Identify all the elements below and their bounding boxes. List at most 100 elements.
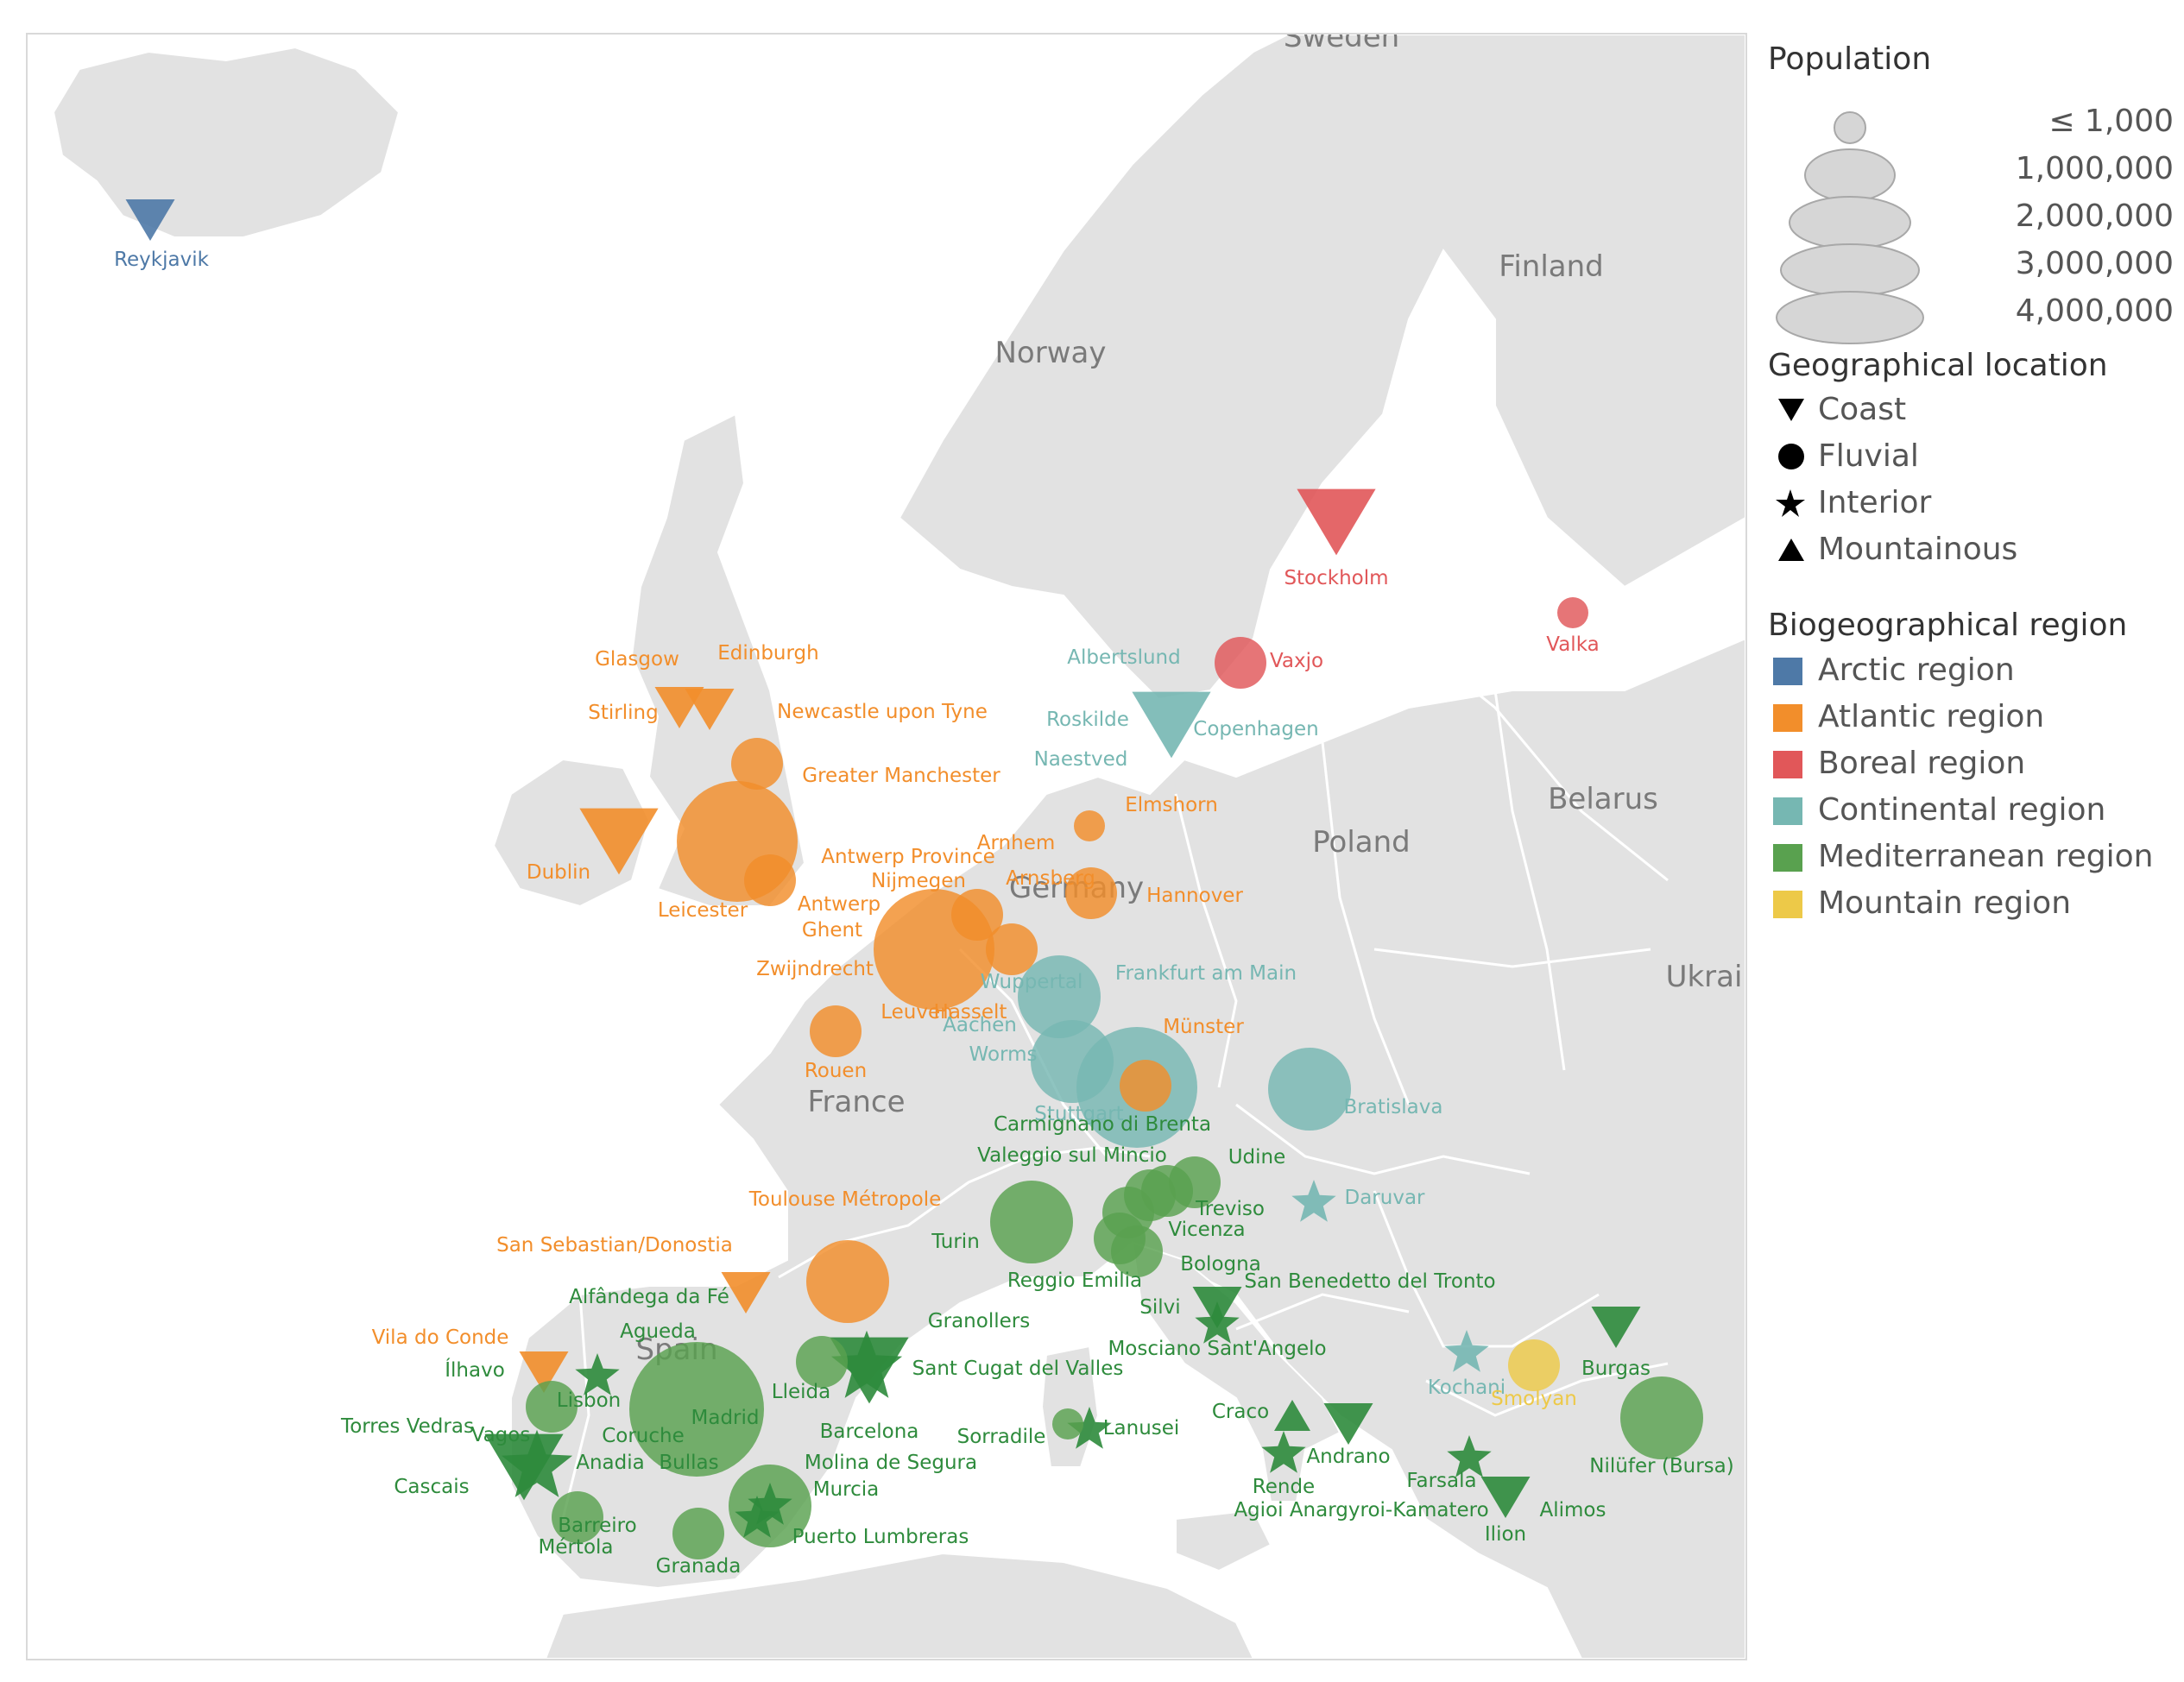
europe-map[interactable]: SwedenNorwayFinlandBelarusPolandUkraiGer… (28, 35, 1745, 1659)
treviso-marker[interactable] (1141, 1165, 1193, 1217)
population-circle-2000000 (1789, 196, 1911, 249)
region-continental-label: Continental region (1818, 792, 2106, 828)
craco-label: Craco (1212, 1401, 1269, 1423)
sicily-island (1175, 1509, 1272, 1572)
vila-do-conde-marker[interactable] (519, 1351, 569, 1393)
copenhagen-marker[interactable] (1132, 691, 1211, 759)
edinburgh-marker[interactable] (685, 689, 735, 730)
bratislava-marker[interactable] (1268, 1048, 1351, 1131)
albertslund-label: Albertslund (1067, 646, 1180, 669)
agueda-label: Agueda (620, 1320, 696, 1343)
agueda-marker[interactable] (575, 1353, 620, 1395)
puerto-lumbreras-label: Puerto Lumbreras (792, 1526, 969, 1548)
stockholm-label: Stockholm (1284, 567, 1388, 589)
murcia-label: Murcia (813, 1478, 880, 1501)
rouen-marker[interactable] (810, 1005, 862, 1057)
vaxjo-label: Vaxjo (1270, 650, 1323, 672)
population-item-3: 2,000,000 (2015, 198, 2174, 234)
newcastle-upon-tyne-marker[interactable] (731, 738, 783, 790)
region-mountain-label: Mountain region (1818, 885, 2072, 921)
alimos-marker[interactable] (1480, 1477, 1531, 1518)
reykjavik-marker[interactable] (125, 199, 175, 241)
stirling-label: Stirling (588, 702, 658, 724)
map-panel[interactable]: SwedenNorwayFinlandBelarusPolandUkraiGer… (26, 33, 1747, 1660)
population-size-legend (1776, 111, 1924, 344)
vaxjo-marker[interactable] (1215, 637, 1266, 689)
country-label-ukrai: Ukrai (1666, 960, 1743, 994)
newcastle-upon-tyne-label: Newcastle upon Tyne (777, 701, 988, 723)
madrid-marker[interactable] (629, 1342, 764, 1477)
mosciano-sant-angelo-marker[interactable] (1195, 1301, 1240, 1344)
sant-cugat-del-valles-marker[interactable] (830, 1330, 903, 1398)
nijmegen-marker[interactable] (951, 889, 1003, 941)
carmignano-di-brenta-label: Carmignano di Brenta (994, 1113, 1211, 1136)
sorradile-marker[interactable] (1052, 1408, 1083, 1439)
m-nster-marker[interactable] (1120, 1060, 1171, 1112)
lanusei-marker[interactable] (1067, 1407, 1112, 1449)
turin-marker[interactable] (990, 1181, 1073, 1263)
bologna-marker[interactable] (1111, 1225, 1163, 1277)
kochani-marker[interactable] (1444, 1330, 1489, 1372)
dublin-marker[interactable] (579, 808, 659, 875)
farsala-marker[interactable] (1447, 1435, 1492, 1477)
smolyan-marker[interactable] (1508, 1339, 1560, 1391)
torres-vedras-label: Torres Vedras (340, 1415, 474, 1438)
glasgow-label: Glasgow (595, 648, 679, 671)
barreiro-marker[interactable] (552, 1491, 603, 1543)
country-label-france: France (807, 1085, 905, 1119)
leicester-marker[interactable] (744, 854, 796, 906)
city-markers (125, 199, 1703, 1559)
turin-label: Turin (931, 1231, 980, 1253)
arnsberg-label: Arnsberg (1006, 867, 1095, 890)
wuppertal-label: Wuppertal (981, 971, 1083, 993)
toulouse-m-tropole-label: Toulouse Métropole (748, 1188, 942, 1211)
population-item-2: 1,000,000 (2015, 151, 2174, 186)
location-interior-label: Interior (1818, 485, 1932, 520)
toulouse-m-tropole-marker[interactable] (806, 1240, 889, 1323)
elmshorn-marker[interactable] (1074, 810, 1105, 841)
region-atlantic-label: Atlantic region (1818, 699, 2045, 734)
mediterranean-swatch (1773, 844, 1802, 872)
sant-cugat-del-valles-label: Sant Cugat del Valles (912, 1358, 1124, 1380)
nil-fer-bursa--marker[interactable] (1620, 1376, 1703, 1459)
cascais-marker[interactable] (484, 1433, 564, 1501)
andrano-marker[interactable] (1323, 1403, 1373, 1445)
madrid-label: Madrid (691, 1407, 760, 1429)
boreal-swatch (1773, 751, 1802, 778)
legend-population-title: Population (1768, 41, 1932, 77)
lleida-marker[interactable] (796, 1336, 848, 1388)
population-item-1: ≤ 1,000 (2048, 104, 2174, 139)
copenhagen-label: Copenhagen (1193, 718, 1318, 740)
granada-marker[interactable] (672, 1508, 724, 1559)
rende-marker[interactable] (1261, 1431, 1306, 1473)
greater-manchester-label: Greater Manchester (802, 765, 1000, 787)
region-mediterranean-label: Mediterranean region (1818, 839, 2154, 874)
aachen-label: Aachen (943, 1014, 1017, 1036)
valka-marker[interactable] (1557, 597, 1588, 628)
puerto-lumbreras-marker[interactable] (735, 1496, 780, 1538)
daruvar-label: Daruvar (1345, 1187, 1426, 1209)
stockholm-marker[interactable] (1297, 488, 1376, 556)
leuven-marker[interactable] (986, 923, 1038, 975)
san-sebastian-donostia-marker[interactable] (721, 1272, 771, 1313)
smolyan-label: Smolyan (1491, 1388, 1577, 1410)
frankfurt-am-main-marker[interactable] (1031, 1020, 1114, 1103)
lanusei-label: Lanusei (1103, 1417, 1180, 1439)
north-africa-landmass (544, 1552, 1255, 1659)
lisbon-marker[interactable] (526, 1381, 578, 1433)
bullas-label: Bullas (659, 1452, 718, 1474)
agioi-anargyroi-kamatero-label: Agioi Anargyroi-Kamatero (1234, 1499, 1488, 1521)
m-rtola-label: Mértola (538, 1536, 613, 1559)
sorradile-label: Sorradile (957, 1426, 1046, 1448)
wuppertal-marker[interactable] (1018, 955, 1101, 1038)
anadia-label: Anadia (576, 1452, 645, 1474)
bratislava-label: Bratislava (1344, 1096, 1443, 1118)
arnsberg-marker[interactable] (1065, 867, 1117, 919)
worms-label: Worms (969, 1043, 1038, 1066)
ilion-label: Ilion (1485, 1523, 1526, 1546)
burgas-marker[interactable] (1591, 1307, 1641, 1348)
murcia-marker[interactable] (748, 1483, 792, 1525)
daruvar-marker[interactable] (1291, 1180, 1336, 1222)
mosciano-sant-angelo-label: Mosciano Sant'Angelo (1108, 1338, 1326, 1360)
craco-marker[interactable] (1274, 1400, 1310, 1431)
